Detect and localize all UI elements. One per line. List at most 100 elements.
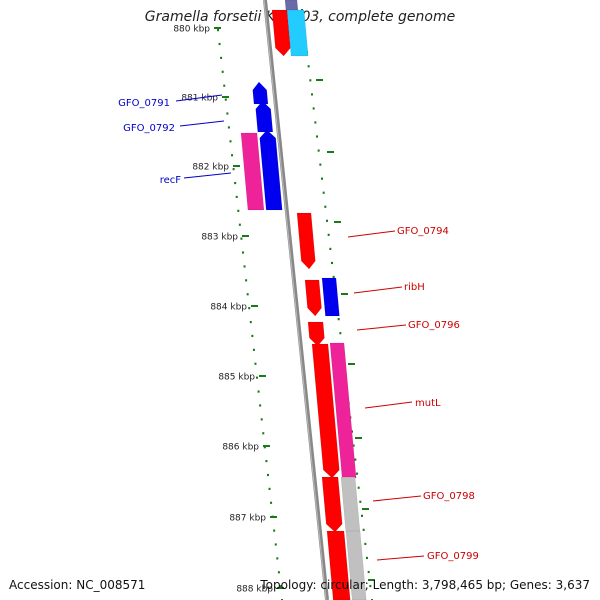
left-dotted-guide xyxy=(235,195,238,199)
right-dotted-guide xyxy=(331,261,333,265)
gene-feature-ribh[interactable] xyxy=(304,279,322,317)
right-dotted-guide xyxy=(314,121,317,124)
gene-feature-gfo-0792[interactable] xyxy=(255,100,274,133)
right-dotted-guide xyxy=(362,528,365,531)
gene-label-leader xyxy=(183,172,232,179)
left-dotted-guide xyxy=(238,223,241,226)
left-dotted-guide xyxy=(277,571,280,574)
gene-label[interactable]: GFO_0798 xyxy=(423,491,475,502)
right-dotted-guide xyxy=(354,458,357,461)
right-dotted-guide xyxy=(352,444,355,447)
gene-label[interactable]: recF xyxy=(160,175,182,186)
gene-label[interactable]: GFO_0794 xyxy=(397,226,449,237)
left-dotted-guide xyxy=(221,70,224,73)
right-dotted-guide xyxy=(361,514,363,517)
right-dotted-guide xyxy=(312,107,315,110)
right-dotted-guide xyxy=(359,500,362,503)
gene-feature-top-cyan[interactable] xyxy=(286,9,309,57)
right-dotted-guide xyxy=(367,570,370,574)
left-dotted-guide xyxy=(276,557,279,560)
right-dotted-guide xyxy=(321,177,323,180)
gene-label-leader xyxy=(347,230,396,238)
left-dotted-guide xyxy=(263,446,266,449)
gene-feature-gfo-0794[interactable] xyxy=(296,212,316,270)
left-dotted-guide xyxy=(249,320,252,324)
right-dotted-guide xyxy=(317,149,320,152)
left-dotted-guide xyxy=(256,376,259,379)
gene-label[interactable]: GFO_0796 xyxy=(408,320,460,331)
kbp-tick-label: 888 kbp xyxy=(236,585,273,595)
left-dotted-guide xyxy=(273,529,276,532)
gene-feature-gfo-0799[interactable] xyxy=(326,530,351,600)
left-dotted-guide xyxy=(279,585,282,588)
gene-label[interactable]: GFO_0799 xyxy=(427,551,479,562)
left-dotted-guide xyxy=(254,362,257,365)
kbp-tick-label: 885 kbp xyxy=(218,373,255,383)
right-dotted-guide xyxy=(369,584,372,588)
right-dotted-guide xyxy=(337,318,340,321)
right-dotted-guide xyxy=(307,65,310,68)
left-dotted-guide xyxy=(240,237,243,240)
right-dotted-guide xyxy=(357,486,360,489)
gene-label[interactable]: GFO_0791 xyxy=(118,98,170,109)
gene-label[interactable]: GFO_0792 xyxy=(123,123,175,134)
gene-label-leader xyxy=(356,324,407,331)
gene-feature-gfo-0796[interactable] xyxy=(307,321,325,347)
right-dotted-guide xyxy=(324,205,327,208)
kbp-tick-label: 880 kbp xyxy=(173,25,210,35)
left-dotted-guide xyxy=(237,209,240,212)
gene-label[interactable]: mutL xyxy=(415,398,441,409)
left-dotted-guide xyxy=(265,459,268,463)
left-dotted-guide xyxy=(226,112,229,115)
right-dotted-guide xyxy=(364,542,367,546)
genome-backbone xyxy=(263,0,329,600)
kbp-tick-label: 887 kbp xyxy=(229,514,266,524)
gene-feature-mutl-domain[interactable] xyxy=(329,342,357,479)
gene-label[interactable]: ribH xyxy=(404,282,425,293)
gene-feature-gfo-0798[interactable] xyxy=(321,476,343,533)
gene-feature-top-slate[interactable] xyxy=(284,0,299,11)
genome-backbone-highlight xyxy=(263,0,327,600)
left-dotted-guide xyxy=(270,501,273,504)
gene-feature-gfo-0791[interactable] xyxy=(252,81,269,105)
left-dotted-guide xyxy=(266,473,269,477)
left-dotted-guide xyxy=(259,404,262,407)
left-dotted-guide xyxy=(262,432,265,435)
right-dotted-guide xyxy=(332,275,335,279)
right-dotted-guide xyxy=(319,163,322,166)
gene-feature-top-red[interactable] xyxy=(271,9,291,57)
gene-feature-mutl[interactable] xyxy=(311,343,340,479)
right-dotted-guide xyxy=(366,556,368,560)
topology-text: Topology: circular; Length: 3,798,465 bp… xyxy=(260,578,590,592)
left-dotted-guide xyxy=(243,265,246,268)
kbp-tick-label: 886 kbp xyxy=(222,443,259,453)
gene-feature-gfo-0798-domain[interactable] xyxy=(340,476,361,533)
left-dotted-guide xyxy=(232,168,235,171)
right-dotted-guide xyxy=(356,472,358,475)
left-dotted-guide xyxy=(260,418,263,421)
right-dotted-guide xyxy=(339,332,342,335)
left-dotted-guide xyxy=(229,140,232,143)
right-dotted-guide xyxy=(329,247,332,251)
gene-feature-recf[interactable] xyxy=(259,129,283,211)
right-dotted-guide xyxy=(311,93,313,96)
right-dotted-guide xyxy=(351,430,353,433)
left-dotted-guide xyxy=(257,390,260,393)
right-dotted-guide xyxy=(316,135,318,138)
gene-label-leader xyxy=(179,120,225,127)
left-dotted-guide xyxy=(252,348,255,351)
right-dotted-guide xyxy=(309,79,312,82)
gene-feature-recf-domain[interactable] xyxy=(240,132,265,211)
left-dotted-guide xyxy=(268,487,271,490)
gene-feature-ribh-blue[interactable] xyxy=(321,277,340,317)
kbp-tick-label: 883 kbp xyxy=(201,233,238,243)
left-dotted-guide xyxy=(245,279,248,282)
left-dotted-guide xyxy=(234,181,237,185)
gene-label-leader xyxy=(353,286,403,294)
left-dotted-guide xyxy=(227,126,230,129)
left-dotted-guide xyxy=(241,251,244,254)
accession-text: Accession: NC_008571 xyxy=(9,578,146,592)
gene-feature-gfo-0799-domain[interactable] xyxy=(345,530,367,600)
kbp-tick-label: 881 kbp xyxy=(181,94,218,104)
